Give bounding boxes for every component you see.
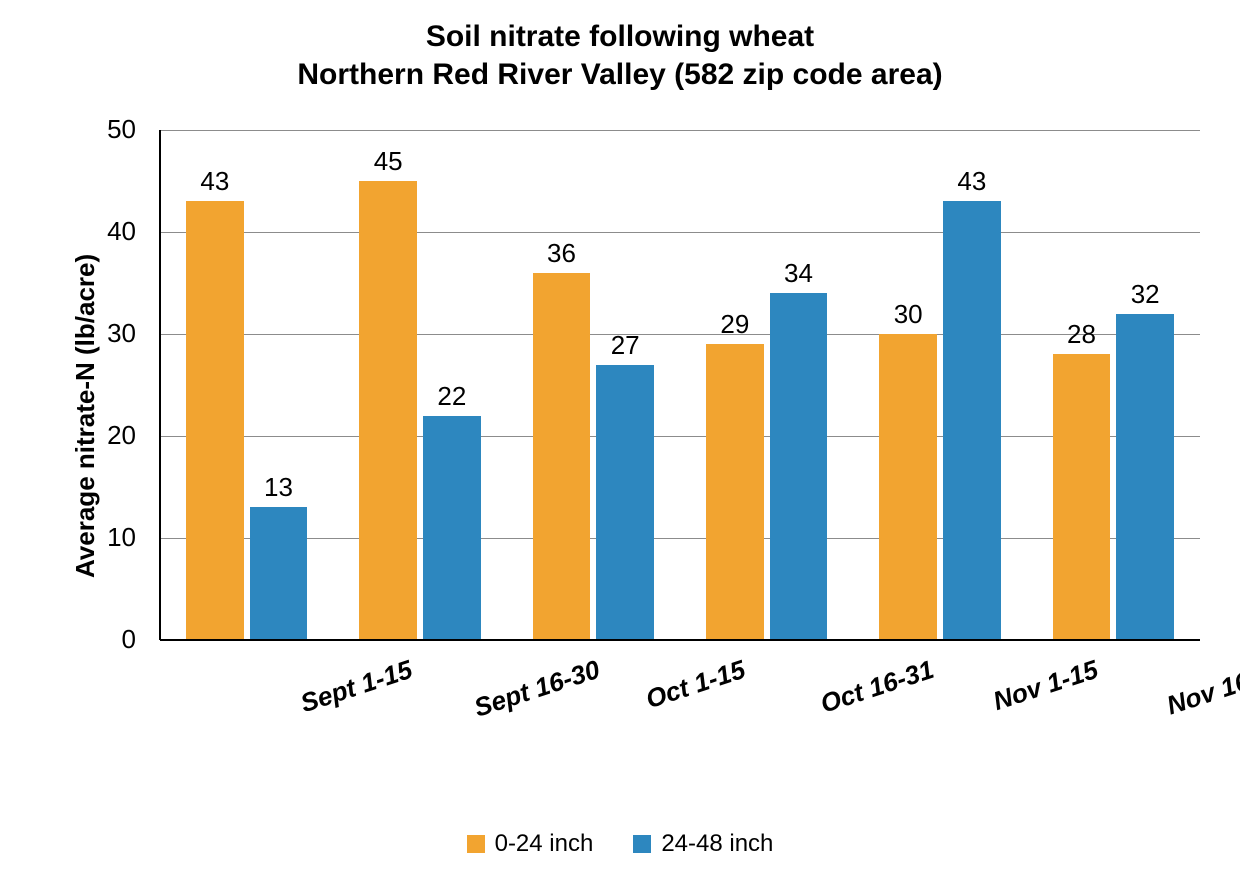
bars-layer: 431345223627293430432832 bbox=[160, 130, 1200, 640]
y-tick-label: 40 bbox=[0, 216, 136, 247]
y-axis-line bbox=[159, 130, 161, 640]
bar bbox=[943, 201, 1001, 640]
legend-swatch bbox=[467, 835, 485, 853]
plot-area: 431345223627293430432832 bbox=[160, 130, 1200, 640]
bar bbox=[250, 507, 308, 640]
chart-title-line1: Soil nitrate following wheat bbox=[426, 20, 814, 53]
legend-swatch bbox=[633, 835, 651, 853]
bar-value-label: 32 bbox=[1096, 279, 1194, 310]
bar-value-label: 22 bbox=[403, 381, 501, 412]
bar-value-label: 27 bbox=[576, 330, 674, 361]
x-axis-line bbox=[160, 639, 1200, 641]
y-tick-label: 0 bbox=[0, 624, 136, 655]
bar bbox=[1116, 314, 1174, 640]
bar bbox=[186, 201, 244, 640]
bar bbox=[770, 293, 828, 640]
y-tick-label: 10 bbox=[0, 522, 136, 553]
x-tick-label: Nov 1-15 bbox=[989, 654, 1102, 717]
bar-value-label: 13 bbox=[230, 472, 328, 503]
chart-container: Soil nitrate following wheat Northern Re… bbox=[0, 0, 1240, 884]
x-tick-label: Oct 1-15 bbox=[642, 654, 749, 715]
bar-value-label: 43 bbox=[923, 166, 1021, 197]
bar-value-label: 43 bbox=[166, 166, 264, 197]
legend-label: 0-24 inch bbox=[495, 830, 594, 858]
y-tick-label: 30 bbox=[0, 318, 136, 349]
x-tick-label: Sept 16-30 bbox=[470, 654, 603, 724]
x-tick-label: Oct 16-31 bbox=[816, 654, 937, 720]
bar-value-label: 34 bbox=[750, 258, 848, 289]
bar bbox=[596, 365, 654, 640]
legend-label: 24-48 inch bbox=[661, 830, 773, 858]
bar-value-label: 45 bbox=[339, 146, 437, 177]
bar bbox=[879, 334, 937, 640]
chart-title-line2: Northern Red River Valley (582 zip code … bbox=[297, 58, 942, 91]
bar bbox=[1053, 354, 1111, 640]
y-tick-label: 20 bbox=[0, 420, 136, 451]
x-tick-label: Nov 16-30 bbox=[1163, 654, 1240, 721]
bar-value-label: 36 bbox=[513, 238, 611, 269]
legend: 0-24 inch 24-48 inch bbox=[0, 830, 1240, 860]
bar bbox=[533, 273, 591, 640]
bar bbox=[706, 344, 764, 640]
chart-title: Soil nitrate following wheat Northern Re… bbox=[0, 18, 1240, 93]
bar bbox=[423, 416, 481, 640]
x-tick-label: Sept 1-15 bbox=[296, 654, 416, 719]
legend-item: 24-48 inch bbox=[633, 830, 773, 858]
y-tick-label: 50 bbox=[0, 114, 136, 145]
legend-item: 0-24 inch bbox=[467, 830, 594, 858]
